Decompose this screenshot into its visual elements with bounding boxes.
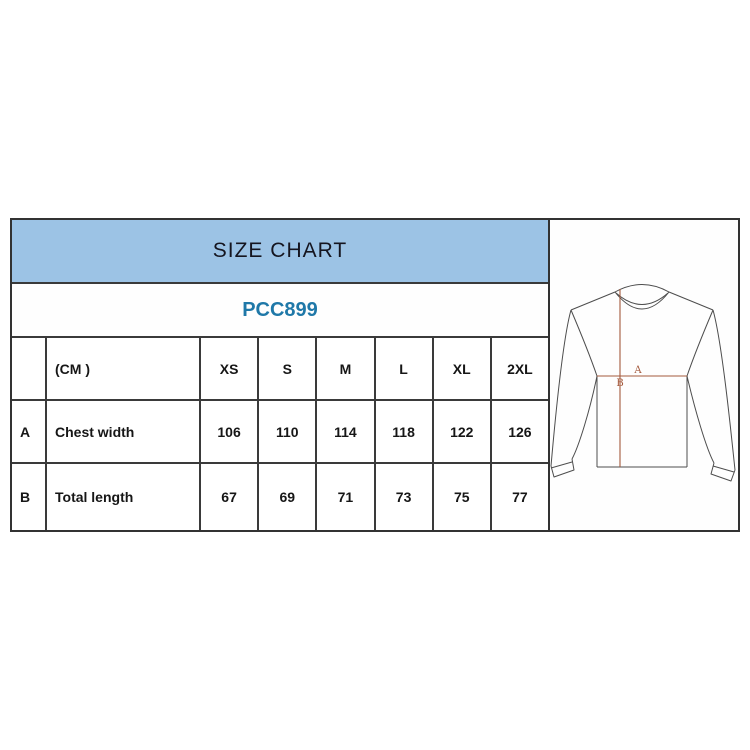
value-cell: 73 bbox=[375, 464, 432, 530]
value-cell: 122 bbox=[433, 401, 490, 462]
value-cell: 126 bbox=[491, 401, 548, 462]
size-header-2xl: 2XL bbox=[491, 338, 548, 399]
shirt-outline bbox=[550, 284, 736, 482]
product-code: PCC899 bbox=[242, 298, 318, 321]
value-cell: 110 bbox=[259, 401, 316, 462]
value-cell: 118 bbox=[375, 401, 432, 462]
row-label-chest-width: Chest width bbox=[47, 401, 199, 462]
value-cell: 114 bbox=[317, 401, 374, 462]
size-table: SIZE CHART PCC899 (CM ) XS S M L XL 2XL … bbox=[12, 220, 550, 530]
width-measure-label: A bbox=[633, 365, 642, 376]
size-chart-header: SIZE CHART bbox=[12, 220, 548, 284]
value-cell: 75 bbox=[433, 464, 490, 530]
shirt-diagram-panel: A B bbox=[550, 220, 738, 530]
size-header-m: M bbox=[317, 338, 374, 399]
row-label-total-length: Total length bbox=[47, 464, 199, 530]
length-measure-label: B bbox=[616, 378, 623, 389]
value-cell: 69 bbox=[259, 464, 316, 530]
size-chart-container: SIZE CHART PCC899 (CM ) XS S M L XL 2XL … bbox=[10, 218, 740, 532]
size-header-s: S bbox=[259, 338, 316, 399]
value-cell: 67 bbox=[201, 464, 258, 530]
product-code-row: PCC899 bbox=[12, 284, 548, 338]
size-chart-title: SIZE CHART bbox=[212, 239, 348, 262]
long-sleeve-shirt-diagram: A B bbox=[550, 284, 736, 482]
size-header-xl: XL bbox=[433, 338, 490, 399]
row-key-a: A bbox=[12, 401, 45, 462]
size-header-l: L bbox=[375, 338, 432, 399]
measurement-table: (CM ) XS S M L XL 2XL A Chest width 106 … bbox=[12, 338, 548, 530]
unit-header-cell: (CM ) bbox=[47, 338, 199, 399]
value-cell: 106 bbox=[201, 401, 258, 462]
size-header-xs: XS bbox=[201, 338, 258, 399]
value-cell: 71 bbox=[317, 464, 374, 530]
row-key-b: B bbox=[12, 464, 45, 530]
measurement-lines: A B bbox=[597, 289, 687, 467]
corner-cell bbox=[12, 338, 45, 399]
value-cell: 77 bbox=[491, 464, 548, 530]
